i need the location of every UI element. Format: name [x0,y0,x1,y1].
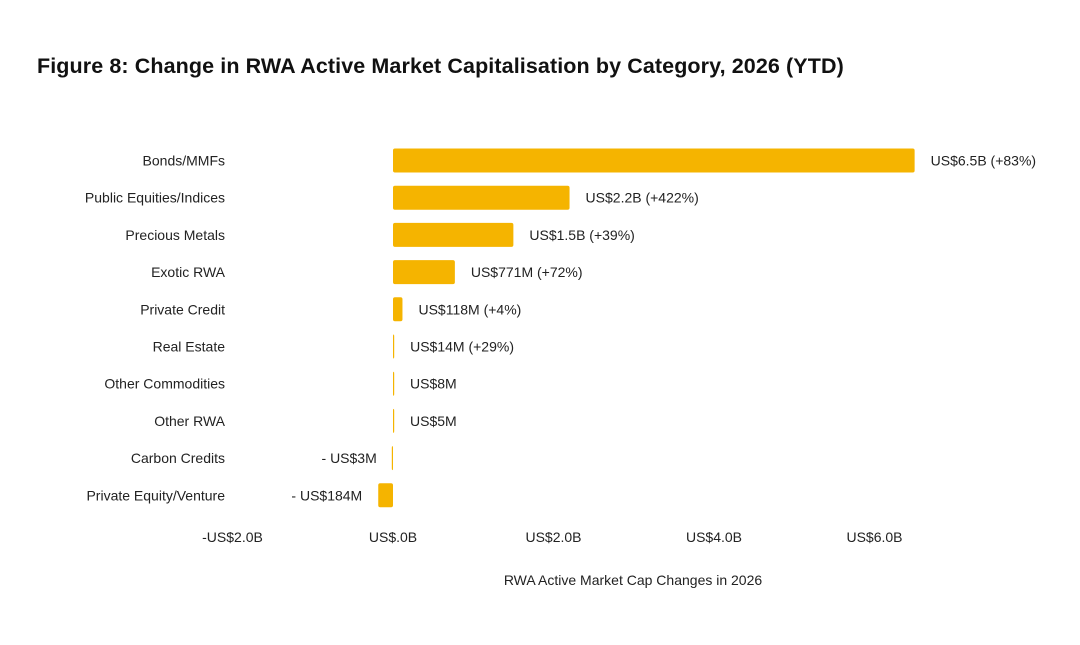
category-label-private-equity-venture: Private Equity/Venture [86,487,225,503]
data-label-other-commodities: US$8M [410,376,457,392]
figure-title: Figure 8: Change in RWA Active Market Ca… [37,54,844,78]
category-label-other-commodities: Other Commodities [104,376,225,392]
data-labels: US$6.5B (+83%) US$2.2B (+422%) US$1.5B (+3… [291,153,1036,504]
data-label-other-rwa: US$5M [410,413,457,429]
bar-precious-metals [393,222,514,247]
category-label-other-rwa: Other RWA [154,413,225,429]
category-labels: Bonds/MMFs Public Equities/Indices Preciou… [85,153,226,504]
category-label-exotic-rwa: Exotic RWA [151,264,226,280]
bars [378,148,915,508]
data-label-private-credit: US$118M (+4%) [418,301,521,317]
bar-private-equity-venture [378,483,393,508]
category-label-precious-metals: Precious Metals [125,227,225,243]
category-label-carbon-credits: Carbon Credits [131,450,225,466]
category-label-real-estate: Real Estate [153,339,226,355]
bar-carbon-credits [391,446,393,471]
data-label-bonds-mmfs: US$6.5B (+83%) [931,153,1036,169]
x-axis-tick-labels: -US$2.0B US$.0B US$2.0B US$4.0B US$6.0B [202,529,902,545]
data-label-public-equities-indices: US$2.2B (+422%) [586,190,699,206]
x-axis-title: RWA Active Market Cap Changes in 2026 [504,572,763,588]
x-tick-label: -US$2.0B [202,529,263,545]
data-label-exotic-rwa: US$771M (+72%) [471,264,583,280]
x-tick-label: US$.0B [369,529,417,545]
bar-bonds-mmfs [393,148,915,173]
category-label-private-credit: Private Credit [140,301,225,317]
data-label-precious-metals: US$1.5B (+39%) [529,227,634,243]
data-label-real-estate: US$14M (+29%) [410,339,514,355]
bar-public-equities-indices [393,185,570,210]
data-label-private-equity-venture: - US$184M [291,487,362,503]
bar-other-rwa [393,408,395,433]
data-label-carbon-credits: - US$3M [322,450,377,466]
x-tick-label: US$4.0B [686,529,742,545]
category-label-bonds-mmfs: Bonds/MMFs [143,153,225,169]
x-tick-label: US$6.0B [846,529,902,545]
x-tick-label: US$2.0B [525,529,581,545]
bar-other-commodities [393,371,395,396]
bar-exotic-rwa [393,260,455,285]
bar-private-credit [393,297,403,322]
category-label-public-equities-indices: Public Equities/Indices [85,190,225,206]
bar-real-estate [393,334,395,359]
